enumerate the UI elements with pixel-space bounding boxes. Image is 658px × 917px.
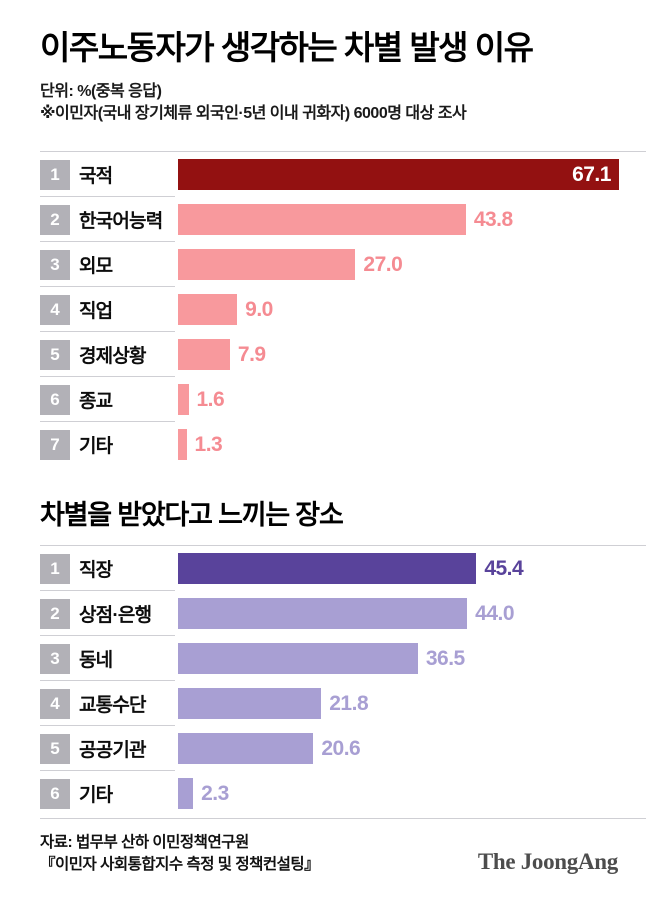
chart-row: 1 직장 45.4 bbox=[40, 553, 646, 585]
chart-row: 4 직업 9.0 bbox=[40, 286, 646, 326]
value-label: 1.3 bbox=[194, 432, 223, 456]
bar-track: 2.3 bbox=[178, 778, 638, 810]
rank-badge: 2 bbox=[40, 204, 70, 235]
footer: 자료: 법무부 산하 이민정책연구원 『이민자 사회통합지수 측정 및 정책컨설… bbox=[40, 832, 646, 875]
bar-track: 43.8 bbox=[178, 204, 638, 236]
category-label: 기타 bbox=[79, 436, 113, 458]
chart-row: 2 한국어능력 43.8 bbox=[40, 196, 646, 236]
survey-note: ※이민자(국내 장기체류 외국인·5년 이내 귀화자) 6000명 대상 조사 bbox=[40, 104, 467, 122]
value-label: 2.3 bbox=[201, 781, 229, 805]
page-title: 이주노동자가 생각하는 차별 발생 이유 bbox=[40, 29, 534, 66]
value-bar bbox=[178, 384, 189, 416]
rank-badge: 6 bbox=[40, 778, 70, 809]
bar-track: 1.3 bbox=[178, 429, 638, 461]
value-bar bbox=[178, 294, 238, 326]
value-label: 45.4 bbox=[484, 556, 524, 580]
category-label: 한국어능력 bbox=[79, 211, 163, 233]
chart-row: 5 공공기관 20.6 bbox=[40, 725, 646, 765]
rank-badge: 5 bbox=[40, 733, 70, 764]
rank-badge: 5 bbox=[40, 339, 70, 370]
source-line-2: 『이민자 사회통합지수 측정 및 정책컨설팅』 bbox=[40, 856, 320, 874]
notes-block: 단위: %(중복 응답) ※이민자(국내 장기체류 외국인·5년 이내 귀화자)… bbox=[40, 81, 646, 124]
chart-discrimination-places: 1 직장 45.4 2 상점·은행 44.0 3 동네 36.5 4 교통수단 21.8 5 공공기관 20… bbox=[40, 545, 646, 820]
value-label: 43.8 bbox=[473, 207, 513, 231]
value-bar bbox=[178, 553, 477, 585]
source-block: 자료: 법무부 산하 이민정책연구원 『이민자 사회통합지수 측정 및 정책컨설… bbox=[40, 832, 320, 875]
bar-track: 21.8 bbox=[178, 688, 638, 720]
rank-badge: 7 bbox=[40, 429, 70, 460]
value-label: 21.8 bbox=[329, 691, 369, 715]
chart-row: 6 종교 1.6 bbox=[40, 376, 646, 416]
bar-track: 1.6 bbox=[178, 384, 638, 416]
value-bar bbox=[178, 429, 187, 461]
bar-track: 44.0 bbox=[178, 598, 638, 630]
category-label: 직업 bbox=[79, 301, 113, 323]
category-label: 외모 bbox=[79, 256, 113, 278]
rank-badge: 3 bbox=[40, 249, 70, 280]
chart-discrimination-reasons: 1 국적 67.1 2 한국어능력 43.8 3 외모 27.0 4 직업 9.0 5 경제상황 7.9 6 종… bbox=[40, 151, 646, 461]
value-label: 44.0 bbox=[475, 601, 515, 625]
rank-badge: 3 bbox=[40, 643, 70, 674]
category-label: 기타 bbox=[79, 785, 113, 807]
bar-track: 27.0 bbox=[178, 249, 638, 281]
bar-track: 20.6 bbox=[178, 733, 638, 765]
chart-row: 5 경제상황 7.9 bbox=[40, 331, 646, 371]
rank-badge: 2 bbox=[40, 598, 70, 629]
chart-row: 7 기타 1.3 bbox=[40, 421, 646, 461]
joongang-logo: The JoongAng bbox=[477, 848, 618, 874]
rank-badge: 1 bbox=[40, 159, 70, 190]
value-bar bbox=[178, 688, 322, 720]
chart-row: 4 교통수단 21.8 bbox=[40, 680, 646, 720]
value-label: 27.0 bbox=[363, 252, 403, 276]
value-bar bbox=[178, 643, 418, 675]
chart-row: 6 기타 2.3 bbox=[40, 770, 646, 810]
category-label: 종교 bbox=[79, 391, 113, 413]
bar-track: 9.0 bbox=[178, 294, 638, 326]
rank-badge: 4 bbox=[40, 294, 70, 325]
bar-track: 45.4 bbox=[178, 553, 638, 585]
value-bar bbox=[178, 598, 468, 630]
value-bar bbox=[178, 204, 466, 236]
value-label: 9.0 bbox=[245, 297, 273, 321]
chart-row: 3 외모 27.0 bbox=[40, 241, 646, 281]
rank-badge: 1 bbox=[40, 553, 70, 584]
rank-badge: 6 bbox=[40, 384, 70, 415]
value-label: 67.1 bbox=[572, 162, 611, 186]
value-label: 1.6 bbox=[196, 387, 225, 411]
bar-track: 7.9 bbox=[178, 339, 638, 371]
chart-places-title: 차별을 받았다고 느끼는 장소 bbox=[40, 500, 344, 531]
value-label: 20.6 bbox=[321, 736, 361, 760]
value-label: 36.5 bbox=[425, 646, 465, 670]
category-label: 국적 bbox=[79, 166, 113, 188]
chart-row: 3 동네 36.5 bbox=[40, 635, 646, 675]
value-bar bbox=[178, 249, 356, 281]
chart-row: 2 상점·은행 44.0 bbox=[40, 590, 646, 630]
bar-track: 67.1 bbox=[178, 159, 638, 191]
value-bar bbox=[178, 733, 314, 765]
category-label: 직장 bbox=[79, 560, 113, 582]
rank-badge: 4 bbox=[40, 688, 70, 719]
value-bar bbox=[178, 339, 230, 371]
category-label: 교통수단 bbox=[79, 695, 147, 717]
value-label: 7.9 bbox=[237, 342, 266, 366]
bar-track: 36.5 bbox=[178, 643, 638, 675]
value-bar bbox=[178, 778, 194, 810]
category-label: 경제상황 bbox=[79, 346, 147, 368]
category-label: 동네 bbox=[79, 650, 113, 672]
category-label: 상점·은행 bbox=[79, 605, 152, 627]
unit-note: 단위: %(중복 응답) bbox=[40, 83, 162, 101]
value-bar: 67.1 bbox=[178, 159, 619, 191]
source-line-1: 자료: 법무부 산하 이민정책연구원 bbox=[40, 834, 249, 852]
category-label: 공공기관 bbox=[79, 740, 147, 762]
chart-row: 1 국적 67.1 bbox=[40, 159, 646, 191]
